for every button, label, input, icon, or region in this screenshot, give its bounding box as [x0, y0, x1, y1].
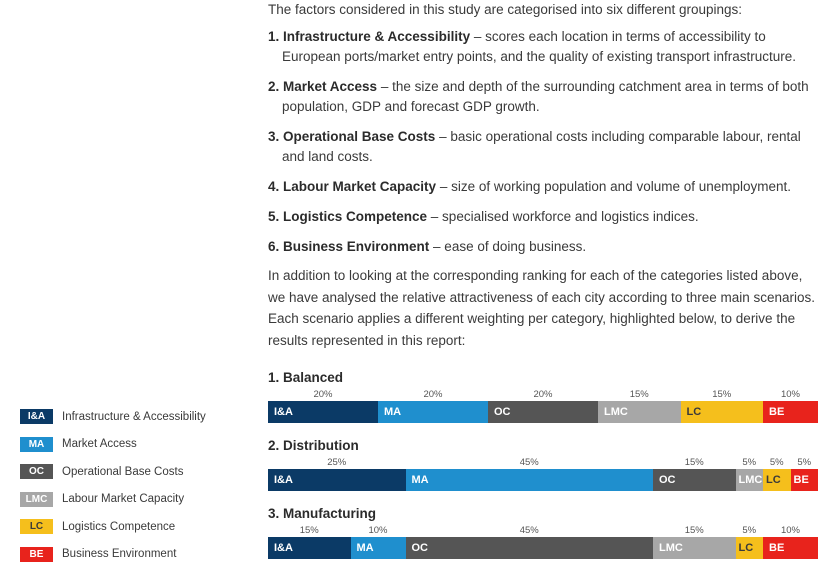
factor-name: 5. Logistics Competence — [268, 209, 428, 224]
factor-item: 5. Logistics Competence – specialised wo… — [268, 207, 820, 227]
bar-segment-ma: MA — [378, 401, 488, 423]
bar-segment-ia: I&A — [268, 401, 378, 423]
weighting-bar: I&A MA OC LMC LC BE — [268, 537, 818, 559]
legend-chip: OC — [20, 464, 53, 480]
legend-label: Infrastructure & Accessibility — [62, 410, 206, 423]
scenario-title: 3. Manufacturing — [268, 506, 377, 521]
bar-segment-lmc: LMC — [598, 401, 681, 423]
bar-segment-lc: LC — [763, 469, 791, 491]
factor-description: – ease of doing business. — [429, 239, 587, 254]
legend-item: LMC Labour Market Capacity — [20, 486, 206, 514]
percent-label: 5% — [797, 457, 812, 468]
percent-label: 5% — [742, 525, 757, 536]
percent-label: 5% — [769, 457, 784, 468]
factor-description: – specialised workforce and logistics in… — [427, 209, 699, 224]
legend-chip: LMC — [20, 491, 53, 507]
bar-segment-ia: I&A — [268, 469, 406, 491]
factor-list: 1. Infrastructure & Accessibility – scor… — [268, 27, 820, 257]
scenario-paragraph: In addition to looking at the correspond… — [268, 268, 816, 348]
legend-label: Operational Base Costs — [62, 465, 184, 478]
percent-label: 20% — [313, 389, 333, 400]
percent-label: 15% — [629, 389, 649, 400]
bar-segment-be: BE — [790, 469, 818, 491]
factor-name: 3. Operational Base Costs — [268, 129, 436, 144]
scenario-balanced: 1. Balanced 20% 20% 20% 15% 15% 10% I&A MA OC LMC L… — [268, 369, 818, 423]
factor-item: 1. Infrastructure & Accessibility – scor… — [268, 27, 820, 67]
bar-segment-be: BE — [763, 537, 818, 559]
legend-chip: MA — [20, 436, 53, 452]
bar-segment-be: BE — [763, 401, 818, 423]
scenario-title: 2. Distribution — [268, 438, 359, 453]
category-legend: I&A Infrastructure & Accessibility MA Marke… — [20, 403, 206, 568]
factor-name: 6. Business Environment — [268, 239, 430, 254]
factor-name: 1. Infrastructure & Accessibility — [268, 29, 471, 44]
percent-label: 45% — [519, 457, 539, 468]
bar-segment-lmc: LMC — [653, 537, 736, 559]
scenario-manufacturing: 3. Manufacturing 15% 10% 45% 15% 5% 10% I&A MA OC… — [268, 505, 818, 559]
legend-label: Logistics Competence — [62, 520, 176, 533]
percent-label: 15% — [299, 525, 319, 536]
percent-labels: 25% 45% 15% 5% 5% 5% — [268, 455, 818, 469]
legend-item: LC Logistics Competence — [20, 513, 206, 541]
percent-label: 15% — [712, 389, 732, 400]
percent-label: 25% — [327, 457, 347, 468]
factor-item: 4. Labour Market Capacity – size of work… — [268, 177, 820, 197]
percent-label: 15% — [684, 525, 704, 536]
bar-segment-ma: MA — [350, 537, 406, 559]
factor-description: – size of working population and volume … — [436, 179, 792, 194]
percent-labels: 15% 10% 45% 15% 5% 10% — [268, 523, 818, 537]
factor-name: 4. Labour Market Capacity — [268, 179, 437, 194]
legend-label: Labour Market Capacity — [62, 493, 185, 506]
percent-labels: 20% 20% 20% 15% 15% 10% — [268, 387, 818, 401]
legend-chip: LC — [20, 519, 53, 535]
factor-item: 2. Market Access – the size and depth of… — [268, 77, 820, 117]
legend-chip: BE — [20, 546, 53, 562]
bar-segment-oc: OC — [653, 469, 736, 491]
weighting-bar: I&A MA OC LMC LC BE — [268, 469, 818, 491]
percent-label: 20% — [423, 389, 443, 400]
percent-label: 15% — [684, 457, 704, 468]
factor-item: 6. Business Environment – ease of doing … — [268, 237, 820, 257]
legend-item: MA Market Access — [20, 431, 206, 459]
legend-item: OC Operational Base Costs — [20, 458, 206, 486]
legend-label: Market Access — [62, 438, 137, 451]
percent-label: 45% — [519, 525, 539, 536]
legend-label: Business Environment — [62, 548, 177, 561]
scenario-distribution: 2. Distribution 25% 45% 15% 5% 5% 5% I&A MA OC LMC… — [268, 437, 818, 491]
bar-segment-lc: LC — [680, 401, 763, 423]
percent-label: 20% — [533, 389, 553, 400]
intro-text: The factors considered in this study are… — [268, 2, 743, 17]
factor-description: – scores each location in terms of acces… — [282, 29, 797, 64]
bar-segment-oc: OC — [405, 537, 653, 559]
factor-description: – basic operational costs including comp… — [282, 129, 801, 164]
percent-label: 10% — [780, 525, 801, 536]
percent-label: 10% — [368, 525, 388, 536]
weighting-bar: I&A MA OC LMC LC BE — [268, 401, 818, 423]
factor-description: – the size and depth of the surrounding … — [282, 79, 809, 114]
legend-item: I&A Infrastructure & Accessibility — [20, 403, 206, 431]
percent-label: 10% — [780, 389, 801, 400]
bar-segment-oc: OC — [488, 401, 598, 423]
legend-chip: I&A — [20, 409, 53, 425]
bar-segment-ma: MA — [405, 469, 653, 491]
factor-name: 2. Market Access — [268, 79, 378, 94]
percent-label: 5% — [742, 457, 757, 468]
main-content: The factors considered in this study are… — [268, 0, 820, 351]
legend-item: BE Business Environment — [20, 541, 206, 569]
bar-segment-lc: LC — [735, 537, 763, 559]
scenario-title: 1. Balanced — [268, 370, 344, 385]
bar-segment-ia: I&A — [268, 537, 351, 559]
factor-item: 3. Operational Base Costs – basic operat… — [268, 127, 820, 167]
bar-segment-lmc: LMC — [735, 469, 763, 491]
